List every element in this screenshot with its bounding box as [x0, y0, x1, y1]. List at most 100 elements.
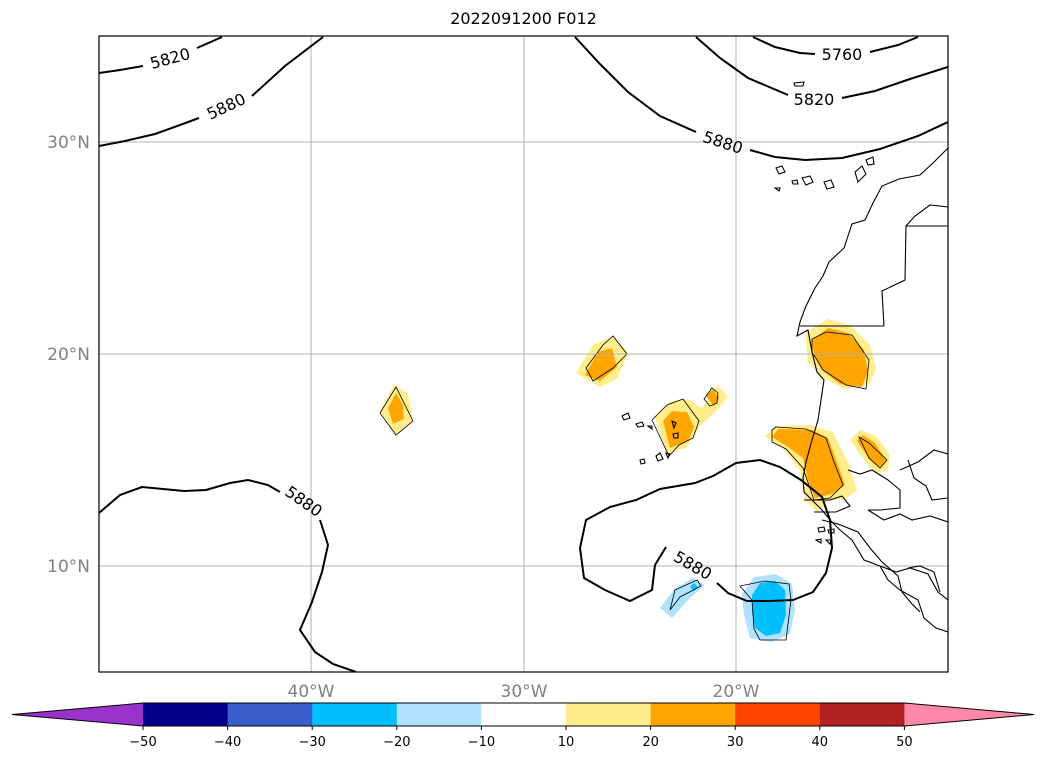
colorbar-tick-label: 30 — [727, 735, 744, 750]
outline-3b — [703, 387, 719, 407]
longitude-labels: 40°W 30°W 20°W — [288, 682, 760, 702]
shade-skyblue-2 — [752, 581, 786, 636]
colorbar-tick-label: −40 — [214, 735, 241, 750]
lat-label-20n: 20°N — [47, 345, 90, 365]
shade-orange-3b — [706, 389, 719, 406]
colorbar-tick-label: −50 — [129, 735, 156, 750]
guinea-border — [821, 519, 921, 613]
cv-8 — [665, 452, 671, 460]
lat-label-10n: 10°N — [47, 557, 90, 577]
canary-6 — [865, 156, 875, 166]
outline-1 — [379, 386, 414, 436]
canary-4 — [823, 179, 835, 190]
contour-5880-ne — [574, 36, 697, 133]
contour-5880-sw — [99, 478, 281, 514]
contour-5880-ne-b — [749, 121, 948, 162]
cv-2 — [635, 421, 645, 428]
mali-border — [899, 449, 948, 471]
contour-5760-ne-b — [869, 36, 919, 53]
contour-label: 5880 — [282, 482, 326, 521]
colorbar-segment — [396, 703, 482, 726]
colorbar-tick-label: −10 — [468, 735, 495, 750]
colorbar-tick-label: −30 — [298, 735, 325, 750]
colorbar-segment — [481, 703, 567, 726]
outline-4 — [811, 331, 870, 390]
canary-5 — [854, 165, 867, 184]
liberia — [907, 565, 941, 593]
canary-2 — [791, 179, 799, 185]
lon-label-30w: 30°W — [501, 682, 548, 702]
shade-orange-3 — [663, 411, 694, 448]
bissagos-2 — [827, 528, 835, 534]
shade-orange-2 — [585, 348, 617, 381]
map-title: 2022091200 F012 — [450, 9, 597, 28]
outline-7 — [669, 579, 702, 611]
lon-label-20w: 20°W — [713, 682, 760, 702]
cv-7 — [639, 458, 646, 465]
height-contours — [99, 36, 948, 672]
cv-3 — [646, 425, 653, 431]
cv-1 — [621, 412, 631, 421]
madeira — [793, 81, 805, 87]
contour-label: 5820 — [794, 90, 835, 109]
contour-5760-ne — [752, 36, 816, 55]
coastlines — [796, 147, 948, 633]
outline-3 — [651, 398, 700, 457]
contour-label: 5880 — [204, 89, 249, 123]
africa-coast — [796, 147, 948, 601]
colorbar-segment — [819, 703, 905, 726]
outline-8 — [739, 580, 792, 641]
cv-5 — [672, 432, 679, 439]
contour-5820-ne — [695, 36, 789, 96]
colorbar-segment — [650, 703, 736, 726]
interior-1 — [907, 459, 948, 501]
contour-5880-center — [578, 458, 834, 603]
colorbar-segment — [227, 703, 313, 726]
outline-5 — [771, 426, 844, 501]
senegal-border — [847, 469, 901, 511]
colorbar-segment — [312, 703, 398, 726]
contour-5820-nw — [99, 65, 144, 74]
graticule — [99, 36, 948, 672]
islands — [621, 81, 875, 546]
lat-label-30n: 30°N — [47, 133, 90, 153]
outline-6 — [858, 435, 888, 469]
shade-orange-5 — [772, 429, 845, 498]
colorbar-segment — [143, 703, 229, 726]
contour-label: 5820 — [148, 44, 192, 73]
contour-5820-ne-b — [841, 66, 948, 99]
contour-labels: 5820 5880 5760 5820 5880 5880 5880 — [148, 44, 862, 584]
gambia — [804, 495, 851, 513]
contour-5880-sw-b — [298, 519, 357, 672]
colorbar-tick-label: 40 — [812, 735, 829, 750]
shade-orange-6 — [857, 435, 886, 467]
shade-lightblue-1 — [660, 578, 705, 618]
colorbar-tick-label: −20 — [383, 735, 410, 750]
guinea-coast-inner — [867, 509, 948, 523]
colorbar-tick-label: 20 — [642, 735, 659, 750]
colorbar-extend-min — [12, 703, 143, 726]
anomaly-shading — [380, 319, 890, 642]
colorbar-extend-max — [904, 703, 1034, 726]
bissagos-3 — [814, 538, 822, 544]
colorbar-tick-label: 50 — [896, 735, 913, 750]
colorbar-segment — [735, 703, 821, 726]
canary-1 — [775, 165, 786, 175]
contour-5820-nw-b — [196, 36, 223, 49]
contour-5880-nw — [99, 117, 200, 147]
bissagos-4 — [824, 539, 832, 546]
bissagos-1 — [817, 526, 826, 533]
colorbar: −50 −40 −30 −20 −10 10 20 30 40 50 — [11, 702, 1035, 750]
morocco-border — [881, 204, 948, 327]
contour-label: 5880 — [701, 127, 746, 158]
contour-label: 5760 — [822, 45, 863, 64]
lon-label-40w: 40°W — [288, 682, 335, 702]
colorbar-tick-label: 10 — [558, 735, 575, 750]
cv-4 — [671, 419, 677, 430]
cv-6 — [655, 452, 664, 462]
colorbar-segment — [566, 703, 652, 726]
canary-7 — [773, 187, 781, 192]
map-area — [99, 36, 948, 672]
latitude-labels: 30°N 20°N 10°N — [47, 133, 90, 577]
